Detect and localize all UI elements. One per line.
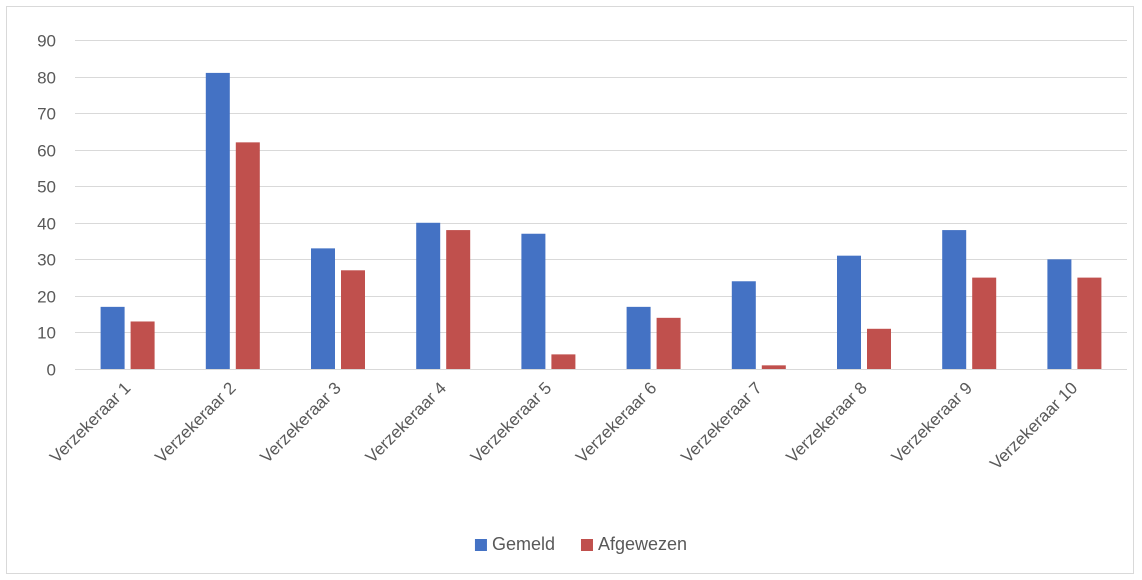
bar-gemeld-9 [942, 230, 967, 369]
x-category-label-5: Verzekeraar 5 [467, 378, 555, 466]
bar-afgewezen-8 [867, 328, 891, 369]
y-tick-label-40: 40 [37, 215, 56, 234]
gridlines [75, 40, 1127, 333]
bar-afgewezen-1 [130, 321, 155, 369]
bar-gemeld-10 [1047, 259, 1072, 369]
bar-afgewezen-4 [446, 230, 471, 369]
y-axis-ticks: 0 10 20 30 40 50 60 70 80 90 [37, 32, 56, 380]
y-tick-label-0: 0 [47, 361, 56, 380]
bar-gemeld-6 [626, 306, 651, 369]
x-category-label-8: Verzekeraar 8 [783, 378, 871, 466]
y-tick-label-80: 80 [37, 69, 56, 88]
bars [100, 72, 1102, 370]
bar-gemeld-7 [731, 281, 756, 369]
bar-afgewezen-3 [341, 270, 365, 369]
y-tick-label-50: 50 [37, 178, 56, 197]
legend-label-gemeld: Gemeld [492, 534, 555, 554]
bar-gemeld-5 [521, 233, 546, 369]
bar-gemeld-4 [416, 222, 441, 369]
legend: Gemeld Afgewezen [474, 534, 687, 554]
bar-gemeld-2 [205, 72, 230, 370]
legend-swatch-afgewezen [580, 539, 593, 551]
y-tick-label-70: 70 [37, 105, 56, 124]
bar-afgewezen-9 [972, 277, 997, 369]
x-category-label-4: Verzekeraar 4 [362, 378, 450, 466]
x-category-label-2: Verzekeraar 2 [151, 378, 239, 466]
y-tick-label-20: 20 [37, 288, 56, 307]
legend-label-afgewezen: Afgewezen [598, 534, 687, 554]
bar-gemeld-1 [100, 306, 125, 369]
bar-gemeld-3 [311, 248, 335, 369]
y-tick-label-10: 10 [37, 324, 56, 343]
x-category-label-9: Verzekeraar 9 [888, 378, 976, 466]
bar-gemeld-8 [837, 255, 861, 369]
bar-afgewezen-10 [1077, 277, 1102, 369]
y-tick-label-90: 90 [37, 32, 56, 51]
bar-afgewezen-2 [235, 142, 260, 369]
bar-afgewezen-6 [656, 317, 681, 369]
x-category-label-6: Verzekeraar 6 [572, 378, 660, 466]
y-tick-label-60: 60 [37, 142, 56, 161]
x-category-label-7: Verzekeraar 7 [677, 378, 765, 466]
y-tick-label-30: 30 [37, 251, 56, 270]
bar-afgewezen-7 [761, 365, 786, 369]
x-category-label-1: Verzekeraar 1 [46, 378, 134, 466]
x-category-label-3: Verzekeraar 3 [257, 378, 345, 466]
x-category-label-10: Verzekeraar 10 [986, 378, 1081, 473]
bar-afgewezen-5 [551, 354, 576, 369]
legend-swatch-gemeld [474, 539, 487, 551]
